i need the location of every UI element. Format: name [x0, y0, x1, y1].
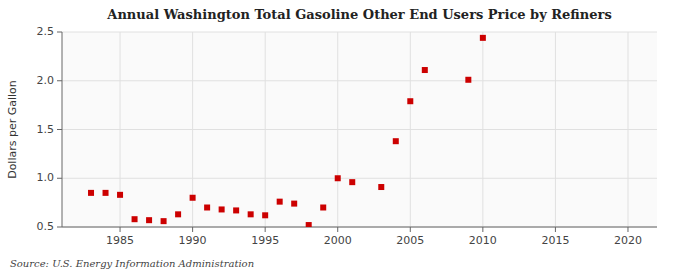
point [175, 211, 181, 217]
point [306, 222, 312, 227]
grid-line [482, 32, 483, 227]
point [378, 184, 384, 190]
axes: 0.5 1.0 1.5 2.0 2.5 1985 1990 1995 2000 2005 2010 2… [37, 25, 658, 247]
annotation: Source: U.S. Energy Information Administ… [10, 258, 254, 269]
point [335, 175, 341, 181]
grid-line [265, 32, 266, 227]
tick-mark [57, 227, 62, 228]
tick-label: 1985 [106, 234, 134, 247]
tick-mark [57, 129, 62, 130]
grid-line [62, 227, 657, 228]
chart: 0.5 1.0 1.5 2.0 2.5 1985 1990 1995 2000 2005 2010 2… [0, 0, 675, 275]
point [132, 216, 138, 222]
tick-label: 2010 [469, 234, 497, 247]
tick-mark [265, 227, 266, 232]
point [103, 190, 109, 196]
point [393, 138, 399, 144]
tick-mark [482, 227, 483, 232]
grid-line [410, 32, 411, 227]
tick-mark [410, 227, 411, 232]
plot-area [62, 32, 657, 227]
point [480, 35, 486, 41]
point [146, 217, 152, 223]
tick-mark [555, 227, 556, 232]
tick-label: 1.0 [37, 171, 55, 184]
point [219, 206, 225, 212]
tick-label: 2020 [614, 234, 642, 247]
point [117, 192, 123, 198]
point [248, 211, 254, 217]
grid-line [555, 32, 556, 227]
tick-label: 2.0 [37, 74, 55, 87]
point [161, 218, 167, 224]
point [88, 190, 94, 196]
tick-label: 0.5 [37, 220, 55, 233]
y-axis-line [62, 32, 63, 227]
tick-label: 1990 [179, 234, 207, 247]
point [233, 207, 239, 213]
grid-line [62, 129, 657, 130]
points [88, 35, 486, 227]
grid-line [62, 32, 657, 33]
tick-mark [120, 227, 121, 232]
point [320, 205, 326, 211]
tick-label: 1.5 [37, 123, 55, 136]
title: Annual Washington Total Gasoline Other E… [106, 7, 611, 22]
point [465, 77, 471, 83]
tick-mark [627, 227, 628, 232]
tick-label: 2005 [396, 234, 424, 247]
chart-container: 0.5 1.0 1.5 2.0 2.5 1985 1990 1995 2000 2005 2010 2… [0, 0, 675, 275]
tick-mark [192, 227, 193, 232]
tick-label: 2.5 [37, 25, 55, 38]
tick-label: 2000 [324, 234, 352, 247]
grid-line [62, 80, 657, 81]
point [422, 67, 428, 73]
tick-label: 2015 [541, 234, 569, 247]
point [190, 195, 196, 201]
point [349, 179, 355, 185]
grid-line [337, 32, 338, 227]
tick-label: 1995 [251, 234, 279, 247]
point [291, 201, 297, 207]
tick-mark [57, 178, 62, 179]
x-axis-line [62, 227, 657, 228]
grid [62, 32, 657, 227]
tick-mark [57, 80, 62, 81]
tick-mark [57, 32, 62, 33]
point [277, 199, 283, 205]
tick-mark [337, 227, 338, 232]
y-axis-label: Dollars per Gallon [6, 80, 19, 179]
point [407, 98, 413, 104]
background [0, 0, 675, 275]
point [262, 212, 268, 218]
point [204, 205, 210, 211]
grid-line [62, 178, 657, 179]
grid-line [627, 32, 628, 227]
